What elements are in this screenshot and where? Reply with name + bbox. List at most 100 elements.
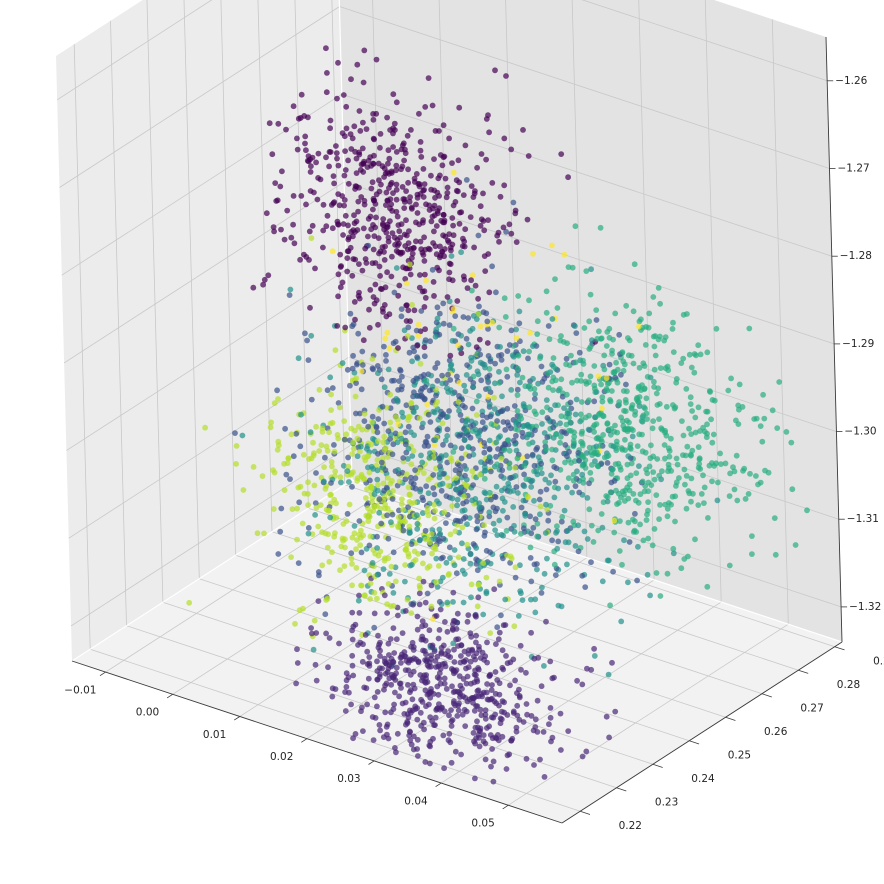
data-point [419,618,426,624]
data-point [456,220,463,227]
data-point [543,618,549,625]
data-point [454,373,460,380]
data-point [290,221,296,228]
data-point [310,646,317,653]
data-point [494,461,500,468]
data-point [491,586,498,593]
data-point [487,413,494,420]
data-point [501,295,508,302]
data-point [484,318,491,325]
data-point [690,490,696,497]
data-point [550,387,556,393]
data-point [460,314,467,320]
data-point [543,309,550,316]
data-point [579,753,586,760]
data-point [389,230,396,237]
data-point [535,454,542,460]
data-point [478,377,485,384]
data-point [354,361,360,368]
z-tick-label: −1.27 [838,163,870,175]
data-point [455,554,462,561]
data-point [439,162,446,169]
gridline-x-back [372,0,386,492]
data-point [462,388,469,395]
data-point [384,601,390,607]
data-point [427,450,433,457]
data-point [377,653,383,659]
data-point [368,226,375,233]
data-point [486,696,492,703]
data-point [418,392,425,399]
data-point [330,173,337,180]
data-point [366,324,373,331]
data-point [355,293,362,299]
data-point [736,381,743,388]
data-point [718,461,724,467]
data-point [587,373,594,380]
data-point [526,441,532,447]
data-point [333,150,340,157]
data-point [341,172,348,179]
data-point [696,461,703,467]
data-point [579,428,585,435]
data-point [638,316,644,323]
data-point [493,483,500,490]
data-point [343,677,350,684]
data-point [508,387,515,393]
data-point [489,319,495,326]
data-point [309,630,315,637]
data-point [546,336,553,343]
data-point [501,699,507,706]
data-point [343,518,350,524]
data-point [329,549,335,556]
data-point [374,571,381,578]
data-point [417,147,424,154]
data-point [449,337,456,344]
data-point [670,545,677,552]
data-point [321,464,327,470]
data-point [361,418,368,424]
data-point [512,473,519,479]
data-point [578,411,584,418]
data-point [418,452,424,459]
data-point [326,163,332,170]
data-point [420,719,427,726]
data-point [336,202,343,209]
data-point [450,627,456,633]
data-point [308,163,314,170]
data-point [342,324,349,331]
data-point [392,430,399,437]
data-point [462,418,469,425]
data-point [444,426,451,433]
data-point [620,388,627,394]
data-point [409,696,416,703]
data-point [384,512,390,519]
data-point [625,579,631,586]
data-point [704,349,711,356]
data-point [363,260,370,266]
data-point [349,582,355,589]
data-point [369,260,376,267]
data-point [652,352,659,359]
data-point [389,496,396,502]
data-point [321,478,327,485]
gridline-z-back [350,444,842,608]
data-point [437,531,444,537]
data-point [328,480,334,486]
data-point [422,271,428,278]
data-point [565,539,572,546]
data-point [369,179,376,186]
data-point [408,479,415,486]
data-point [395,524,402,531]
data-point [668,435,674,442]
data-point [487,560,494,567]
data-point [240,487,247,493]
data-point [552,478,559,485]
data-point [353,375,360,382]
data-point [313,504,320,511]
gridline-y-floor [199,578,690,742]
data-point [513,239,520,246]
data-point [359,267,366,274]
data-point [393,149,400,155]
data-point [432,437,439,444]
